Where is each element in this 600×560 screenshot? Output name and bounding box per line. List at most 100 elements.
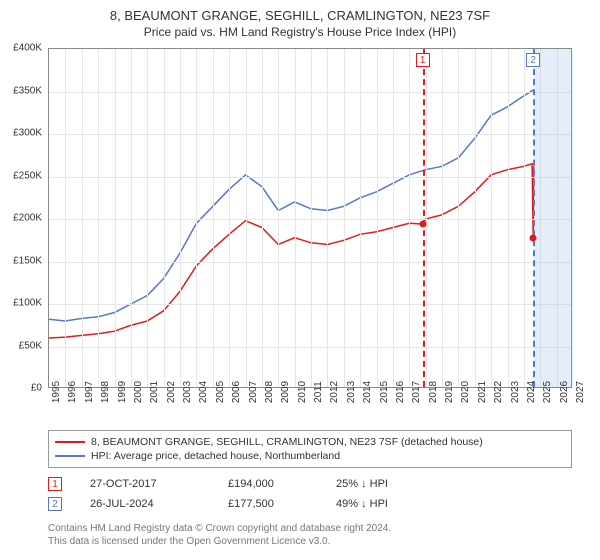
series-price_paid (49, 164, 534, 338)
x-tick-label: 2016 (395, 381, 406, 403)
x-tick-label: 2025 (542, 381, 553, 403)
gridline-v (475, 49, 476, 387)
attribution-line1: Contains HM Land Registry data © Crown c… (48, 522, 572, 535)
event-marker-box: 1 (416, 53, 430, 67)
legend-swatch (55, 455, 85, 457)
y-tick-label: £400K (13, 43, 42, 54)
gridline-v (262, 49, 263, 387)
x-tick-label: 2001 (149, 381, 160, 403)
x-tick-label: 2018 (428, 381, 439, 403)
gridline-v (246, 49, 247, 387)
gridline-v (147, 49, 148, 387)
x-tick-label: 2022 (493, 381, 504, 403)
y-tick-label: £300K (13, 128, 42, 139)
x-tick-label: 2004 (198, 381, 209, 403)
x-tick-label: 2002 (166, 381, 177, 403)
x-tick-label: 2019 (444, 381, 455, 403)
x-tick-label: 2026 (559, 381, 570, 403)
x-tick-label: 2015 (379, 381, 390, 403)
x-tick-label: 2027 (575, 381, 586, 403)
x-tick-label: 1997 (84, 381, 95, 403)
event-row: 1 27-OCT-2017 £194,000 25% ↓ HPI (48, 474, 572, 494)
plot-region: 12 (48, 48, 572, 388)
x-tick-label: 2017 (411, 381, 422, 403)
gridline-v (115, 49, 116, 387)
event-date: 26-JUL-2024 (90, 498, 200, 510)
chart-title-line2: Price paid vs. HM Land Registry's House … (0, 23, 600, 39)
event-delta: 49% ↓ HPI (336, 498, 426, 510)
x-tick-label: 2021 (477, 381, 488, 403)
y-tick-label: £0 (31, 383, 42, 394)
x-tick-label: 2012 (329, 381, 340, 403)
x-tick-label: 2005 (215, 381, 226, 403)
gridline-h (49, 304, 571, 305)
gridline-h (49, 347, 571, 348)
x-tick-label: 2024 (526, 381, 537, 403)
legend-swatch (55, 441, 85, 443)
gridline-v (98, 49, 99, 387)
event-price: £177,500 (228, 498, 308, 510)
x-tick-label: 1999 (117, 381, 128, 403)
gridline-v (344, 49, 345, 387)
x-tick-label: 2013 (346, 381, 357, 403)
gridline-v (327, 49, 328, 387)
y-tick-label: £200K (13, 213, 42, 224)
x-tick-label: 2000 (133, 381, 144, 403)
x-tick-label: 2020 (460, 381, 471, 403)
y-tick-label: £250K (13, 170, 42, 181)
event-delta: 25% ↓ HPI (336, 478, 426, 490)
legend-row: HPI: Average price, detached house, Nort… (55, 449, 565, 463)
projection-shade (534, 49, 573, 387)
gridline-v (196, 49, 197, 387)
event-row-marker: 2 (48, 497, 62, 511)
sale-point (530, 235, 537, 242)
y-tick-label: £100K (13, 298, 42, 309)
x-tick-label: 2023 (510, 381, 521, 403)
x-tick-label: 2011 (313, 381, 324, 403)
legend-row: 8, BEAUMONT GRANGE, SEGHILL, CRAMLINGTON… (55, 435, 565, 449)
series-hpi (49, 90, 534, 321)
gridline-v (442, 49, 443, 387)
gridline-v (360, 49, 361, 387)
event-price: £194,000 (228, 478, 308, 490)
x-tick-label: 2006 (231, 381, 242, 403)
gridline-v (82, 49, 83, 387)
attribution-line2: This data is licensed under the Open Gov… (48, 535, 572, 548)
gridline-v (213, 49, 214, 387)
legend-box: 8, BEAUMONT GRANGE, SEGHILL, CRAMLINGTON… (48, 430, 572, 468)
gridline-v (164, 49, 165, 387)
gridline-v (295, 49, 296, 387)
event-row: 2 26-JUL-2024 £177,500 49% ↓ HPI (48, 494, 572, 514)
x-tick-label: 1996 (67, 381, 78, 403)
legend-label: HPI: Average price, detached house, Nort… (91, 450, 340, 462)
gridline-v (409, 49, 410, 387)
x-tick-label: 2010 (297, 381, 308, 403)
sale-point (419, 221, 426, 228)
chart-title-line1: 8, BEAUMONT GRANGE, SEGHILL, CRAMLINGTON… (0, 0, 600, 23)
gridline-v (524, 49, 525, 387)
gridline-v (180, 49, 181, 387)
gridline-h (49, 177, 571, 178)
gridline-h (49, 134, 571, 135)
chart-area: 12 £0£50K£100K£150K£200K£250K£300K£350K£… (48, 48, 572, 418)
x-tick-label: 2003 (182, 381, 193, 403)
gridline-v (377, 49, 378, 387)
gridline-v (311, 49, 312, 387)
y-tick-label: £350K (13, 85, 42, 96)
event-marker-line (423, 49, 425, 387)
event-date: 27-OCT-2017 (90, 478, 200, 490)
chart-container: 8, BEAUMONT GRANGE, SEGHILL, CRAMLINGTON… (0, 0, 600, 560)
x-tick-label: 2007 (248, 381, 259, 403)
gridline-v (65, 49, 66, 387)
y-tick-label: £150K (13, 255, 42, 266)
gridline-v (278, 49, 279, 387)
gridline-v (508, 49, 509, 387)
gridline-v (458, 49, 459, 387)
y-tick-label: £50K (19, 340, 42, 351)
x-tick-label: 2014 (362, 381, 373, 403)
gridline-h (49, 262, 571, 263)
x-tick-label: 1998 (100, 381, 111, 403)
event-row-marker: 1 (48, 477, 62, 491)
gridline-v (229, 49, 230, 387)
event-marker-line (533, 49, 535, 387)
